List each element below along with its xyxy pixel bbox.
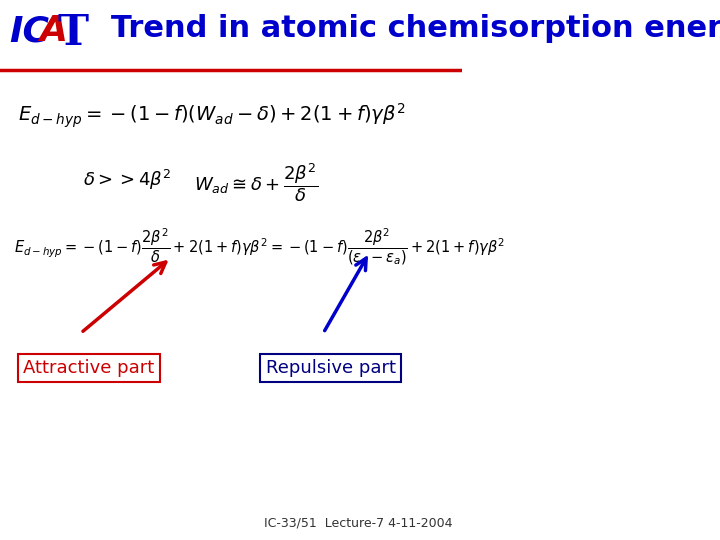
Text: $\delta >> 4\beta^2$: $\delta >> 4\beta^2$ (83, 168, 171, 192)
Text: Repulsive part: Repulsive part (266, 359, 395, 377)
Text: IC-33/51  Lecture-7 4-11-2004: IC-33/51 Lecture-7 4-11-2004 (264, 516, 453, 529)
Text: Trend in atomic chemisorption energies: Trend in atomic chemisorption energies (111, 14, 720, 43)
Text: IC: IC (9, 14, 49, 48)
Text: T: T (58, 11, 89, 53)
Text: $E_{d-hyp} = -(1-f)(W_{ad} - \delta) + 2(1+f)\gamma\beta^2$: $E_{d-hyp} = -(1-f)(W_{ad} - \delta) + 2… (19, 101, 406, 130)
Text: $W_{ad} \cong \delta + \dfrac{2\beta^2}{\delta}$: $W_{ad} \cong \delta + \dfrac{2\beta^2}{… (194, 161, 318, 204)
Text: Attractive part: Attractive part (23, 359, 154, 377)
Text: A: A (40, 14, 67, 48)
Text: $E_{d-hyp} = -(1-f)\dfrac{2\beta^2}{\delta} + 2(1+f)\gamma\beta^2 = -(1-f)\dfrac: $E_{d-hyp} = -(1-f)\dfrac{2\beta^2}{\del… (14, 227, 505, 267)
